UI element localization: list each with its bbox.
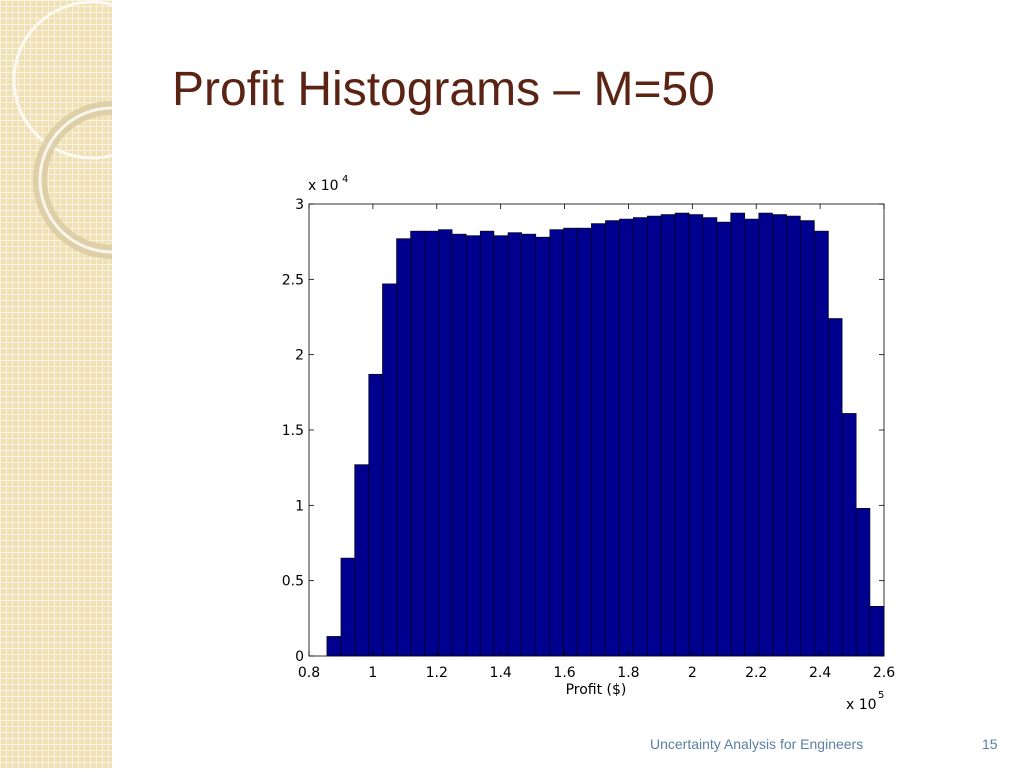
slide-title: Profit Histograms – M=50 <box>172 63 715 116</box>
histogram-bar <box>410 230 425 657</box>
histogram-bar <box>493 235 509 657</box>
histogram-bar <box>758 212 773 657</box>
x-tick-label: 1.4 <box>490 665 512 681</box>
histogram-bar <box>744 218 760 657</box>
histogram-bar <box>507 232 523 657</box>
histogram-bar <box>368 373 383 657</box>
histogram-bar <box>619 218 634 657</box>
histogram-bar <box>591 223 606 657</box>
histogram-bar <box>479 230 495 657</box>
histogram-bar <box>340 557 355 657</box>
histogram-bar <box>382 283 397 657</box>
sidebar-decoration <box>0 0 191 768</box>
histogram-bar <box>730 212 746 657</box>
x-tick-label: 2.2 <box>745 665 767 681</box>
x-multiplier: x 10 <box>846 697 877 713</box>
footer-text: Uncertainty Analysis for Engineers <box>650 736 864 752</box>
histogram-bar <box>521 233 537 657</box>
y-tick-label: 2.5 <box>282 272 304 288</box>
histogram-bar <box>660 214 676 657</box>
x-tick-label: 2.4 <box>809 665 831 681</box>
histogram-bar <box>688 214 704 657</box>
page-number: 15 <box>982 736 998 752</box>
histogram-bar <box>563 227 578 657</box>
histogram-bar <box>354 464 370 657</box>
y-tick-label: 1 <box>295 498 304 514</box>
y-tick-label: 1.5 <box>282 423 304 439</box>
x-tick-label: 1.8 <box>617 665 639 681</box>
histogram-bar <box>438 229 453 657</box>
y-tick-label: 0 <box>295 649 304 665</box>
y-tick-label: 0.5 <box>282 574 304 590</box>
histogram-bar <box>577 227 592 657</box>
histogram-bar <box>326 636 342 657</box>
histogram-bar <box>424 230 439 657</box>
x-tick-label: 1.2 <box>426 665 448 681</box>
x-tick-label: 1 <box>368 665 377 681</box>
histogram-bar <box>535 236 551 657</box>
histogram-bar <box>786 215 801 657</box>
histogram-bar <box>800 220 815 657</box>
histogram-bar <box>465 235 481 657</box>
histogram-bar <box>605 220 620 657</box>
histogram-bar <box>632 217 648 657</box>
histogram-bar <box>702 217 718 657</box>
histogram-bar <box>716 221 731 657</box>
x-axis-label: Profit ($) <box>566 682 627 698</box>
histogram-bar <box>646 215 662 657</box>
histogram-bar <box>814 230 829 657</box>
histogram-bar <box>828 318 843 657</box>
x-tick-label: 1.6 <box>553 665 575 681</box>
histogram-bar <box>855 508 871 657</box>
histogram-bar <box>674 212 690 657</box>
histogram-bar <box>396 238 411 657</box>
histogram-bar <box>772 214 787 657</box>
histogram-bar <box>451 233 467 657</box>
x-tick-label: 2.6 <box>873 665 895 681</box>
x-multiplier-exponent: 5 <box>878 690 884 701</box>
histogram-bar <box>549 229 564 657</box>
histogram-bar <box>841 413 857 657</box>
y-multiplier: x 10 <box>308 178 339 194</box>
x-tick-label: 2 <box>688 665 697 681</box>
y-multiplier-exponent: 4 <box>342 174 348 185</box>
x-tick-label: 0.8 <box>298 665 320 681</box>
y-tick-label: 2 <box>295 348 304 364</box>
histogram-bar <box>869 605 885 657</box>
y-tick-label: 3 <box>295 197 304 213</box>
